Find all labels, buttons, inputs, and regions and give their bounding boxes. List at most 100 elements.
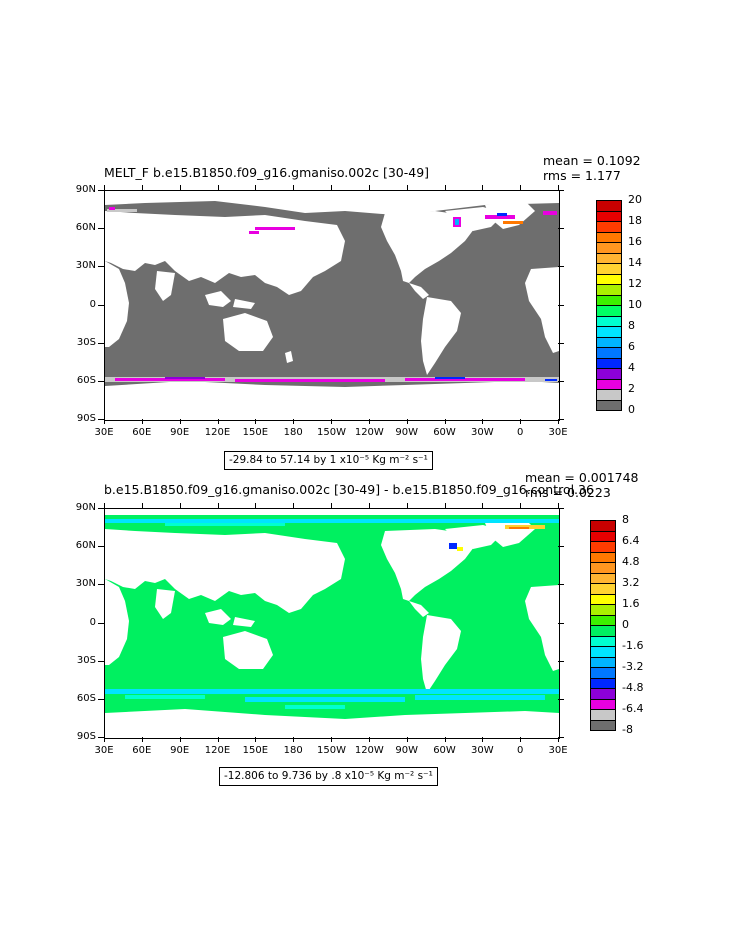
x-tick-label: 0 bbox=[516, 745, 524, 756]
colorbar-swatch bbox=[590, 667, 616, 679]
x-tick-top bbox=[141, 503, 143, 508]
x-tick-top bbox=[482, 185, 484, 190]
colorbar-label: 14 bbox=[628, 256, 642, 269]
y-tick-right bbox=[558, 304, 564, 306]
y-tick-label: 30S bbox=[76, 654, 96, 666]
colorbar-swatch bbox=[590, 719, 616, 731]
y-tick-right bbox=[558, 190, 564, 191]
x-tick bbox=[406, 419, 408, 424]
colorbar-swatch bbox=[596, 263, 622, 275]
colorbar-swatch bbox=[590, 604, 616, 616]
x-tick-label: 60W bbox=[433, 427, 456, 438]
x-tick-top bbox=[520, 185, 522, 190]
x-tick-top bbox=[293, 185, 295, 190]
colorbar-swatch bbox=[596, 378, 622, 390]
map-plot-area bbox=[104, 190, 560, 421]
colorbar-label: -8 bbox=[622, 723, 633, 736]
y-tick bbox=[98, 698, 104, 700]
colorbar-swatch bbox=[596, 210, 622, 222]
colorbar-label: -4.8 bbox=[622, 681, 644, 694]
colorbar-swatch bbox=[596, 315, 622, 327]
diff-plot-area bbox=[104, 508, 560, 739]
y-tick bbox=[98, 546, 104, 548]
x-tick-top bbox=[368, 185, 370, 190]
x-tick bbox=[104, 737, 105, 742]
y-tick-label: 90S bbox=[76, 413, 96, 424]
x-tick-top bbox=[520, 503, 522, 508]
panel-2-rms: rms = 0.0223 bbox=[525, 485, 611, 500]
colorbar-swatch bbox=[590, 688, 616, 700]
y-tick bbox=[98, 190, 104, 191]
y-tick-label: 30N bbox=[75, 578, 96, 590]
x-tick-top bbox=[255, 503, 257, 508]
x-tick-label: 150E bbox=[242, 745, 269, 756]
x-tick bbox=[444, 737, 446, 742]
x-tick bbox=[293, 737, 295, 742]
x-tick-top bbox=[406, 185, 408, 190]
x-tick-top bbox=[368, 503, 370, 508]
y-tick-label: 90N bbox=[75, 184, 96, 195]
colorbar-swatch bbox=[596, 200, 622, 212]
colorbar-label: 6 bbox=[628, 340, 635, 353]
colorbar-swatch bbox=[590, 520, 616, 532]
x-tick-label: 90W bbox=[395, 745, 418, 756]
panel-1-rms: rms = 1.177 bbox=[543, 168, 621, 183]
colorbar-swatch bbox=[596, 389, 622, 401]
x-tick-top bbox=[217, 185, 219, 190]
colorbar-label: 8 bbox=[628, 319, 635, 332]
x-tick-label: 60E bbox=[132, 427, 152, 438]
x-tick bbox=[368, 737, 370, 742]
x-tick-top bbox=[558, 185, 559, 190]
x-tick bbox=[255, 737, 257, 742]
y-tick-right bbox=[558, 622, 564, 624]
y-tick-right bbox=[558, 266, 564, 268]
x-tick-top bbox=[255, 185, 257, 190]
y-tick-right bbox=[558, 698, 564, 700]
y-tick bbox=[98, 266, 104, 268]
y-tick bbox=[98, 622, 104, 624]
colorbar-swatch bbox=[590, 646, 616, 658]
x-tick-label: 30W bbox=[471, 745, 494, 756]
x-tick-label: 30E bbox=[548, 745, 568, 756]
colorbar-swatch bbox=[590, 698, 616, 710]
y-tick bbox=[98, 342, 104, 344]
y-tick-right bbox=[558, 546, 564, 548]
y-tick bbox=[98, 508, 104, 509]
x-tick-top bbox=[444, 185, 446, 190]
y-tick-label: 30N bbox=[75, 260, 96, 272]
x-tick-top bbox=[331, 503, 332, 508]
x-tick bbox=[406, 737, 408, 742]
colorbar-swatch bbox=[596, 294, 622, 306]
colorbar-label: 3.2 bbox=[622, 576, 640, 589]
y-tick-label: 0 bbox=[89, 298, 96, 310]
y-tick-right bbox=[558, 737, 564, 738]
x-tick-top bbox=[558, 503, 559, 508]
colorbar-swatch bbox=[596, 399, 622, 411]
x-tick bbox=[331, 419, 332, 424]
x-tick-label: 120W bbox=[354, 427, 384, 438]
colorbar-swatch bbox=[596, 242, 622, 254]
x-tick bbox=[179, 419, 181, 424]
colorbar-swatch bbox=[590, 614, 616, 626]
x-tick-label: 30E bbox=[94, 427, 114, 438]
y-tick-label: 0 bbox=[89, 616, 96, 628]
colorbar-swatch bbox=[596, 221, 622, 233]
colorbar-label: 20 bbox=[628, 193, 642, 206]
x-tick-label: 180 bbox=[283, 745, 303, 756]
colorbar-label: 10 bbox=[628, 298, 642, 311]
colorbar-label: 2 bbox=[628, 382, 635, 395]
x-tick-top bbox=[293, 503, 295, 508]
y-tick bbox=[98, 584, 104, 586]
x-tick-label: 90E bbox=[170, 427, 190, 438]
y-tick-label: 90S bbox=[76, 731, 96, 742]
diff-field bbox=[105, 509, 559, 738]
x-tick-label: 120E bbox=[204, 745, 231, 756]
colorbar-swatch bbox=[596, 284, 622, 296]
colorbar-label: -3.2 bbox=[622, 660, 644, 673]
x-tick-label: 90E bbox=[170, 745, 190, 756]
colorbar-swatch bbox=[596, 357, 622, 369]
colorbar-swatch bbox=[596, 326, 622, 338]
x-tick bbox=[520, 737, 522, 742]
x-tick-top bbox=[444, 503, 446, 508]
y-tick bbox=[98, 419, 104, 420]
